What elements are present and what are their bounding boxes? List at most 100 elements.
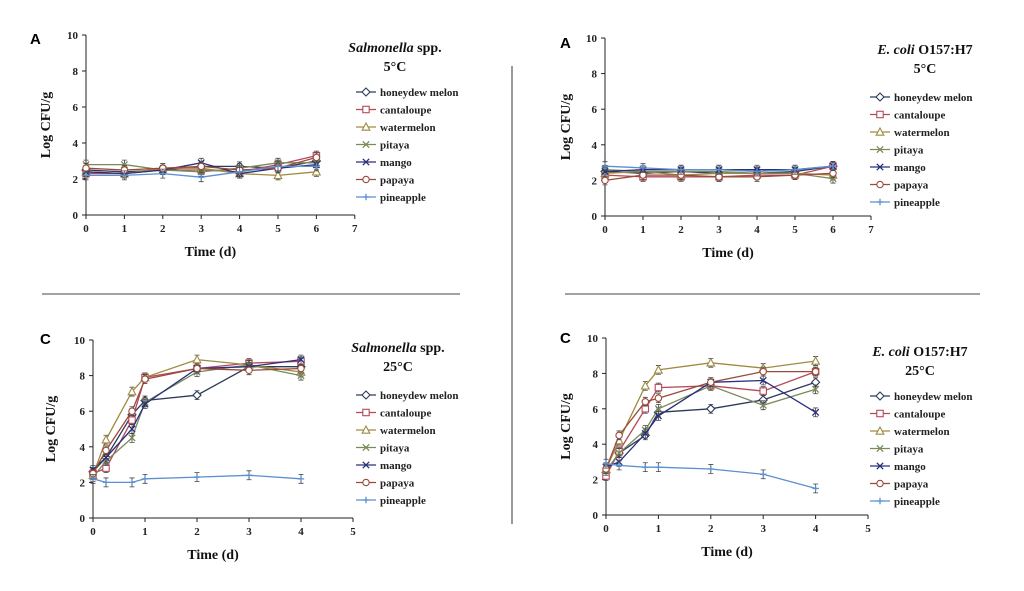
legend-item: mango [356,460,412,472]
legend: honeydew melon cantaloupe watermelon pitaya… [356,390,459,507]
chart-title-organism: E. coli [876,43,914,58]
legend-item: mango [870,162,926,174]
legend-item: pitaya [356,140,410,152]
data-point [197,162,205,171]
y-axis-title: Log CFU/g [559,94,574,161]
y-axis-title: Log CFU/g [39,92,54,159]
legend-marker [362,193,370,201]
data-point [810,355,821,365]
data-point [159,170,166,177]
legend-marker [362,496,370,504]
y-tick-label: 8 [73,66,79,78]
legend-marker [876,198,884,206]
legend-label: honeydew melon [380,390,459,402]
x-tick-label: 0 [90,526,96,538]
legend: honeydew melon cantaloupe watermelon pitaya… [870,391,973,508]
data-point [141,475,149,483]
y-tick-label: 6 [592,104,598,116]
data-point [759,401,767,409]
x-tick-label: 2 [160,223,166,235]
legend-item: cantaloupe [356,408,431,420]
y-axis-title: Log CFU/g [44,396,59,463]
data-point [198,174,205,181]
data-point [640,380,651,390]
x-tick-label: 2 [678,224,684,236]
legend-item: cantaloupe [870,409,945,421]
data-point [829,169,837,178]
legend-label: cantaloupe [894,110,945,122]
y-axis-title: Log CFU/g [559,393,574,460]
legend-label: honeydew melon [894,92,973,104]
data-point [274,163,282,170]
x-tick-label: 3 [198,223,204,235]
series-papaya [602,366,820,474]
data-point [236,168,243,175]
data-point [759,387,767,395]
data-point [82,164,90,172]
x-tick-label: 4 [237,223,243,235]
series-line [92,366,301,473]
series-line [605,379,816,468]
data-point [760,471,767,478]
legend-item: watermelon [870,425,950,438]
panel-letter: C [40,331,51,348]
x-tick-label: 1 [640,224,646,236]
series-line [605,360,816,470]
data-point [141,400,149,408]
legend-label: honeydew melon [380,87,459,99]
legend-item: pineapple [870,496,940,508]
data-point [759,367,767,376]
legend-marker [876,409,884,418]
data-point [102,446,110,455]
data-point [677,166,685,173]
data-point [829,174,837,183]
data-point [811,385,820,393]
legend-item: watermelon [356,424,436,437]
data-point [706,404,716,414]
legend-marker [875,126,885,136]
data-point [128,434,136,442]
data-point [128,416,136,424]
chart-panel-1: A 0 2 4 6 8 10 0 1 2 3 4 5 6 7 Time (d) Log CFU/g Salmone… [30,30,459,260]
chart-title-organism: Salmonella [348,41,413,56]
data-point [89,475,97,483]
x-axis-title: Time (d) [187,548,239,563]
x-tick-label: 0 [83,223,89,235]
x-tick-label: 6 [314,223,320,235]
data-point [829,162,837,170]
legend-label: cantaloupe [894,409,945,421]
legend-item: honeydew melon [870,92,973,104]
data-point [812,485,819,492]
chart-title-organism: E. coli [871,345,909,360]
legend-item: pitaya [870,444,924,456]
x-tick-label: 2 [708,523,714,535]
legend-marker [876,145,884,154]
legend-item: mango [356,157,412,169]
data-point [120,160,129,169]
legend-label: mango [894,162,926,174]
legend-marker [876,444,884,453]
chart-subtitle-temperature: 5°C [384,60,407,75]
legend-marker [876,163,884,171]
legend-label: pineapple [380,192,426,204]
legend-item: honeydew melon [870,391,973,403]
chart-title: E. coli O157:H7 [871,345,967,360]
legend-marker [876,462,884,470]
panel-letter: C [560,330,571,347]
x-tick-label: 6 [830,224,836,236]
legend-marker [362,443,370,452]
legend-marker [875,391,885,401]
y-tick-label: 2 [73,174,79,186]
x-tick-label: 2 [194,526,200,538]
legend-marker [876,180,884,189]
panel-letter: A [30,31,41,48]
legend-label: pitaya [894,145,924,157]
x-tick-label: 5 [865,523,871,535]
data-point [641,405,650,413]
legend-item: pineapple [356,495,426,507]
data-point [101,434,111,444]
data-point [654,405,663,413]
x-tick-label: 5 [792,224,798,236]
chart-title: Salmonella spp. [348,41,441,56]
